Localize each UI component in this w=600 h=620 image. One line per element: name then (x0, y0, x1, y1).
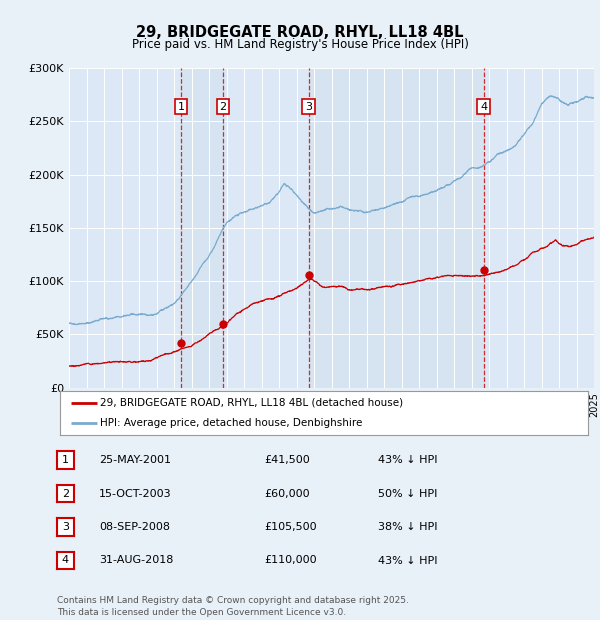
Text: 38% ↓ HPI: 38% ↓ HPI (378, 522, 437, 532)
Text: Price paid vs. HM Land Registry's House Price Index (HPI): Price paid vs. HM Land Registry's House … (131, 38, 469, 51)
Text: 25-MAY-2001: 25-MAY-2001 (99, 455, 171, 465)
Text: 50% ↓ HPI: 50% ↓ HPI (378, 489, 437, 498)
Text: 3: 3 (305, 102, 312, 112)
Text: 15-OCT-2003: 15-OCT-2003 (99, 489, 172, 498)
Text: 2: 2 (62, 489, 69, 498)
Text: £41,500: £41,500 (264, 455, 310, 465)
Text: 08-SEP-2008: 08-SEP-2008 (99, 522, 170, 532)
Text: 2: 2 (220, 102, 227, 112)
Text: 43% ↓ HPI: 43% ↓ HPI (378, 556, 437, 565)
Bar (309, 68, 484, 388)
Text: 3: 3 (62, 522, 69, 532)
Text: 31-AUG-2018: 31-AUG-2018 (99, 556, 173, 565)
Text: 4: 4 (480, 102, 487, 112)
Text: 29, BRIDGEGATE ROAD, RHYL, LL18 4BL: 29, BRIDGEGATE ROAD, RHYL, LL18 4BL (136, 25, 464, 40)
Text: 4: 4 (62, 556, 69, 565)
Text: £60,000: £60,000 (264, 489, 310, 498)
Text: £110,000: £110,000 (264, 556, 317, 565)
Text: 1: 1 (62, 455, 69, 465)
Text: 43% ↓ HPI: 43% ↓ HPI (378, 455, 437, 465)
Text: 1: 1 (178, 102, 185, 112)
Text: HPI: Average price, detached house, Denbighshire: HPI: Average price, detached house, Denb… (100, 418, 362, 428)
Bar (181, 68, 223, 388)
Text: 29, BRIDGEGATE ROAD, RHYL, LL18 4BL (detached house): 29, BRIDGEGATE ROAD, RHYL, LL18 4BL (det… (100, 397, 403, 408)
Text: Contains HM Land Registry data © Crown copyright and database right 2025.
This d: Contains HM Land Registry data © Crown c… (57, 596, 409, 617)
Text: £105,500: £105,500 (264, 522, 317, 532)
